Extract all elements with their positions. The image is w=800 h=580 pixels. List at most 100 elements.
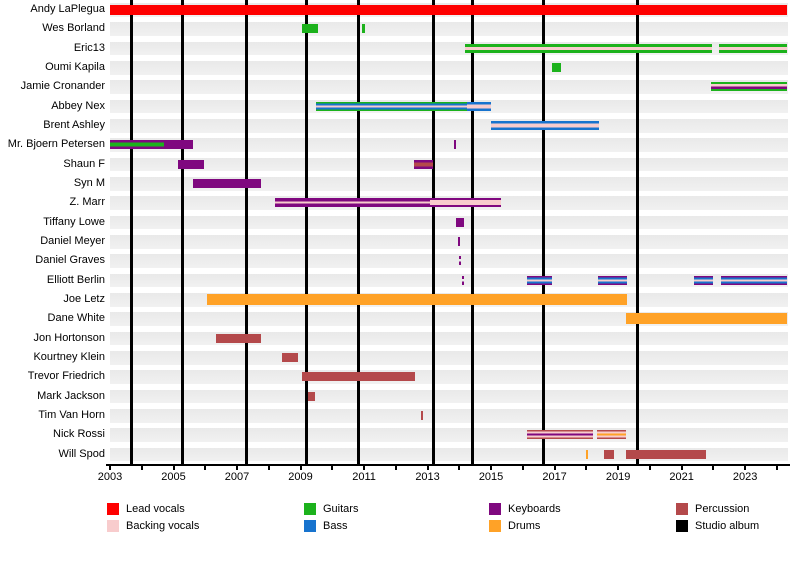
member-name-label: Mr. Bjoern Petersen [7, 138, 105, 151]
member-name-label: Elliott Berlin [46, 273, 105, 286]
x-axis-year-label: 2009 [288, 471, 313, 483]
x-axis-tick [331, 466, 334, 470]
studio-album-line [636, 0, 640, 464]
legend-swatch-bass [304, 520, 316, 532]
legend-label: Backing vocals [126, 520, 200, 532]
member-name-label: Brent Ashley [43, 119, 105, 132]
studio-album-line [432, 0, 436, 464]
row-band [110, 60, 788, 75]
x-axis-tick [617, 466, 620, 470]
legend-swatch-percussion [676, 503, 688, 515]
member-name-label: Jon Hortonson [33, 331, 105, 344]
timeline-bar-segment [597, 275, 627, 285]
x-axis-tick [775, 466, 778, 470]
row-band [110, 428, 788, 443]
x-axis-tick [299, 466, 302, 470]
x-axis-tick [553, 466, 556, 470]
row-band [110, 176, 788, 191]
member-name-label: Abbey Nex [51, 99, 105, 112]
studio-album-line [130, 0, 134, 464]
row-band [110, 273, 788, 288]
timeline-bar-segment [490, 121, 599, 131]
timeline-bar-segment [275, 198, 431, 208]
legend-label: Drums [508, 520, 541, 532]
x-axis-tick [458, 466, 461, 470]
studio-album-line [244, 0, 248, 464]
timeline-tick [585, 449, 588, 459]
studio-album-line [542, 0, 546, 464]
member-name-label: Tim Van Horn [38, 409, 105, 422]
member-name-label: Mark Jackson [37, 389, 105, 402]
timeline-bar-segment [526, 275, 552, 285]
x-axis-tick [490, 466, 493, 470]
timeline-bar-segment [464, 43, 713, 53]
timeline-bar-segment [207, 294, 627, 306]
x-axis-tick [140, 466, 143, 470]
timeline-bar-segment [282, 353, 299, 363]
x-axis-tick [363, 466, 366, 470]
legend-item: Backing vocals [107, 520, 257, 533]
timeline-bar-segment [526, 430, 593, 440]
legend-swatch-drums [489, 520, 501, 532]
x-axis-year-label: 2015 [478, 471, 504, 483]
member-name-label: Jamie Cronander [20, 80, 105, 93]
timeline-dashed-tick [458, 256, 461, 266]
member-name-label: Wes Borland [42, 22, 105, 35]
timeline-bar-segment [694, 275, 714, 285]
legend-item: Studio album [676, 520, 800, 533]
timeline-tick [457, 237, 460, 247]
member-name-label: Tiffany Lowe [43, 215, 105, 228]
row-band [110, 408, 788, 423]
timeline-bar-segment [720, 275, 788, 285]
x-axis-line [106, 464, 790, 466]
x-axis-tick [172, 466, 175, 470]
x-axis-tick [648, 466, 651, 470]
timeline-bar-segment [626, 313, 788, 325]
timeline-bar-segment [302, 372, 416, 382]
legend-item: Keyboards [489, 503, 639, 516]
timeline-bar-segment [596, 430, 627, 440]
legend-swatch-album [676, 520, 688, 532]
member-name-label: Andy LaPlegua [30, 3, 105, 16]
legend-label: Lead vocals [126, 503, 185, 515]
row-band [110, 138, 788, 153]
legend-label: Percussion [695, 503, 750, 515]
x-axis-year-label: 2007 [224, 471, 250, 483]
legend-item: Guitars [304, 503, 454, 516]
legend-label: Guitars [323, 503, 359, 515]
row-band [110, 350, 788, 365]
x-axis-year-label: 2011 [352, 471, 376, 483]
plot-area [110, 0, 788, 464]
timeline-bar-segment [308, 391, 316, 401]
x-axis-tick [236, 466, 239, 470]
x-axis-year-label: 2017 [542, 471, 567, 483]
member-name-label: Joe Letz [63, 293, 105, 306]
timeline-bar-segment [193, 179, 262, 189]
x-axis-year-label: 2019 [605, 471, 631, 483]
legend-swatch-backing [107, 520, 119, 532]
timeline-bar-segment [110, 140, 164, 150]
row-band [110, 447, 788, 462]
row-band [110, 254, 788, 269]
timeline-bar-segment [163, 140, 194, 150]
row-band [110, 331, 788, 346]
legend-label: Keyboards [508, 503, 561, 515]
x-axis-tick [744, 466, 747, 470]
row-band [110, 370, 788, 385]
timeline-tick [420, 411, 423, 421]
x-axis-tick [267, 466, 270, 470]
timeline-bar-segment [711, 82, 788, 92]
studio-album-line [471, 0, 475, 464]
row-band [110, 80, 788, 95]
legend-label: Bass [323, 520, 348, 532]
timeline-tick [453, 140, 456, 150]
x-axis-year-label: 2005 [161, 471, 186, 483]
x-axis-year-label: 2013 [415, 471, 440, 483]
timeline-bar-segment [110, 4, 788, 15]
x-axis-tick [109, 466, 111, 470]
timeline-bar-segment [302, 24, 319, 34]
timeline-bar-segment [551, 63, 561, 73]
member-name-label: Z. Marr [69, 196, 105, 209]
row-band [110, 157, 788, 172]
